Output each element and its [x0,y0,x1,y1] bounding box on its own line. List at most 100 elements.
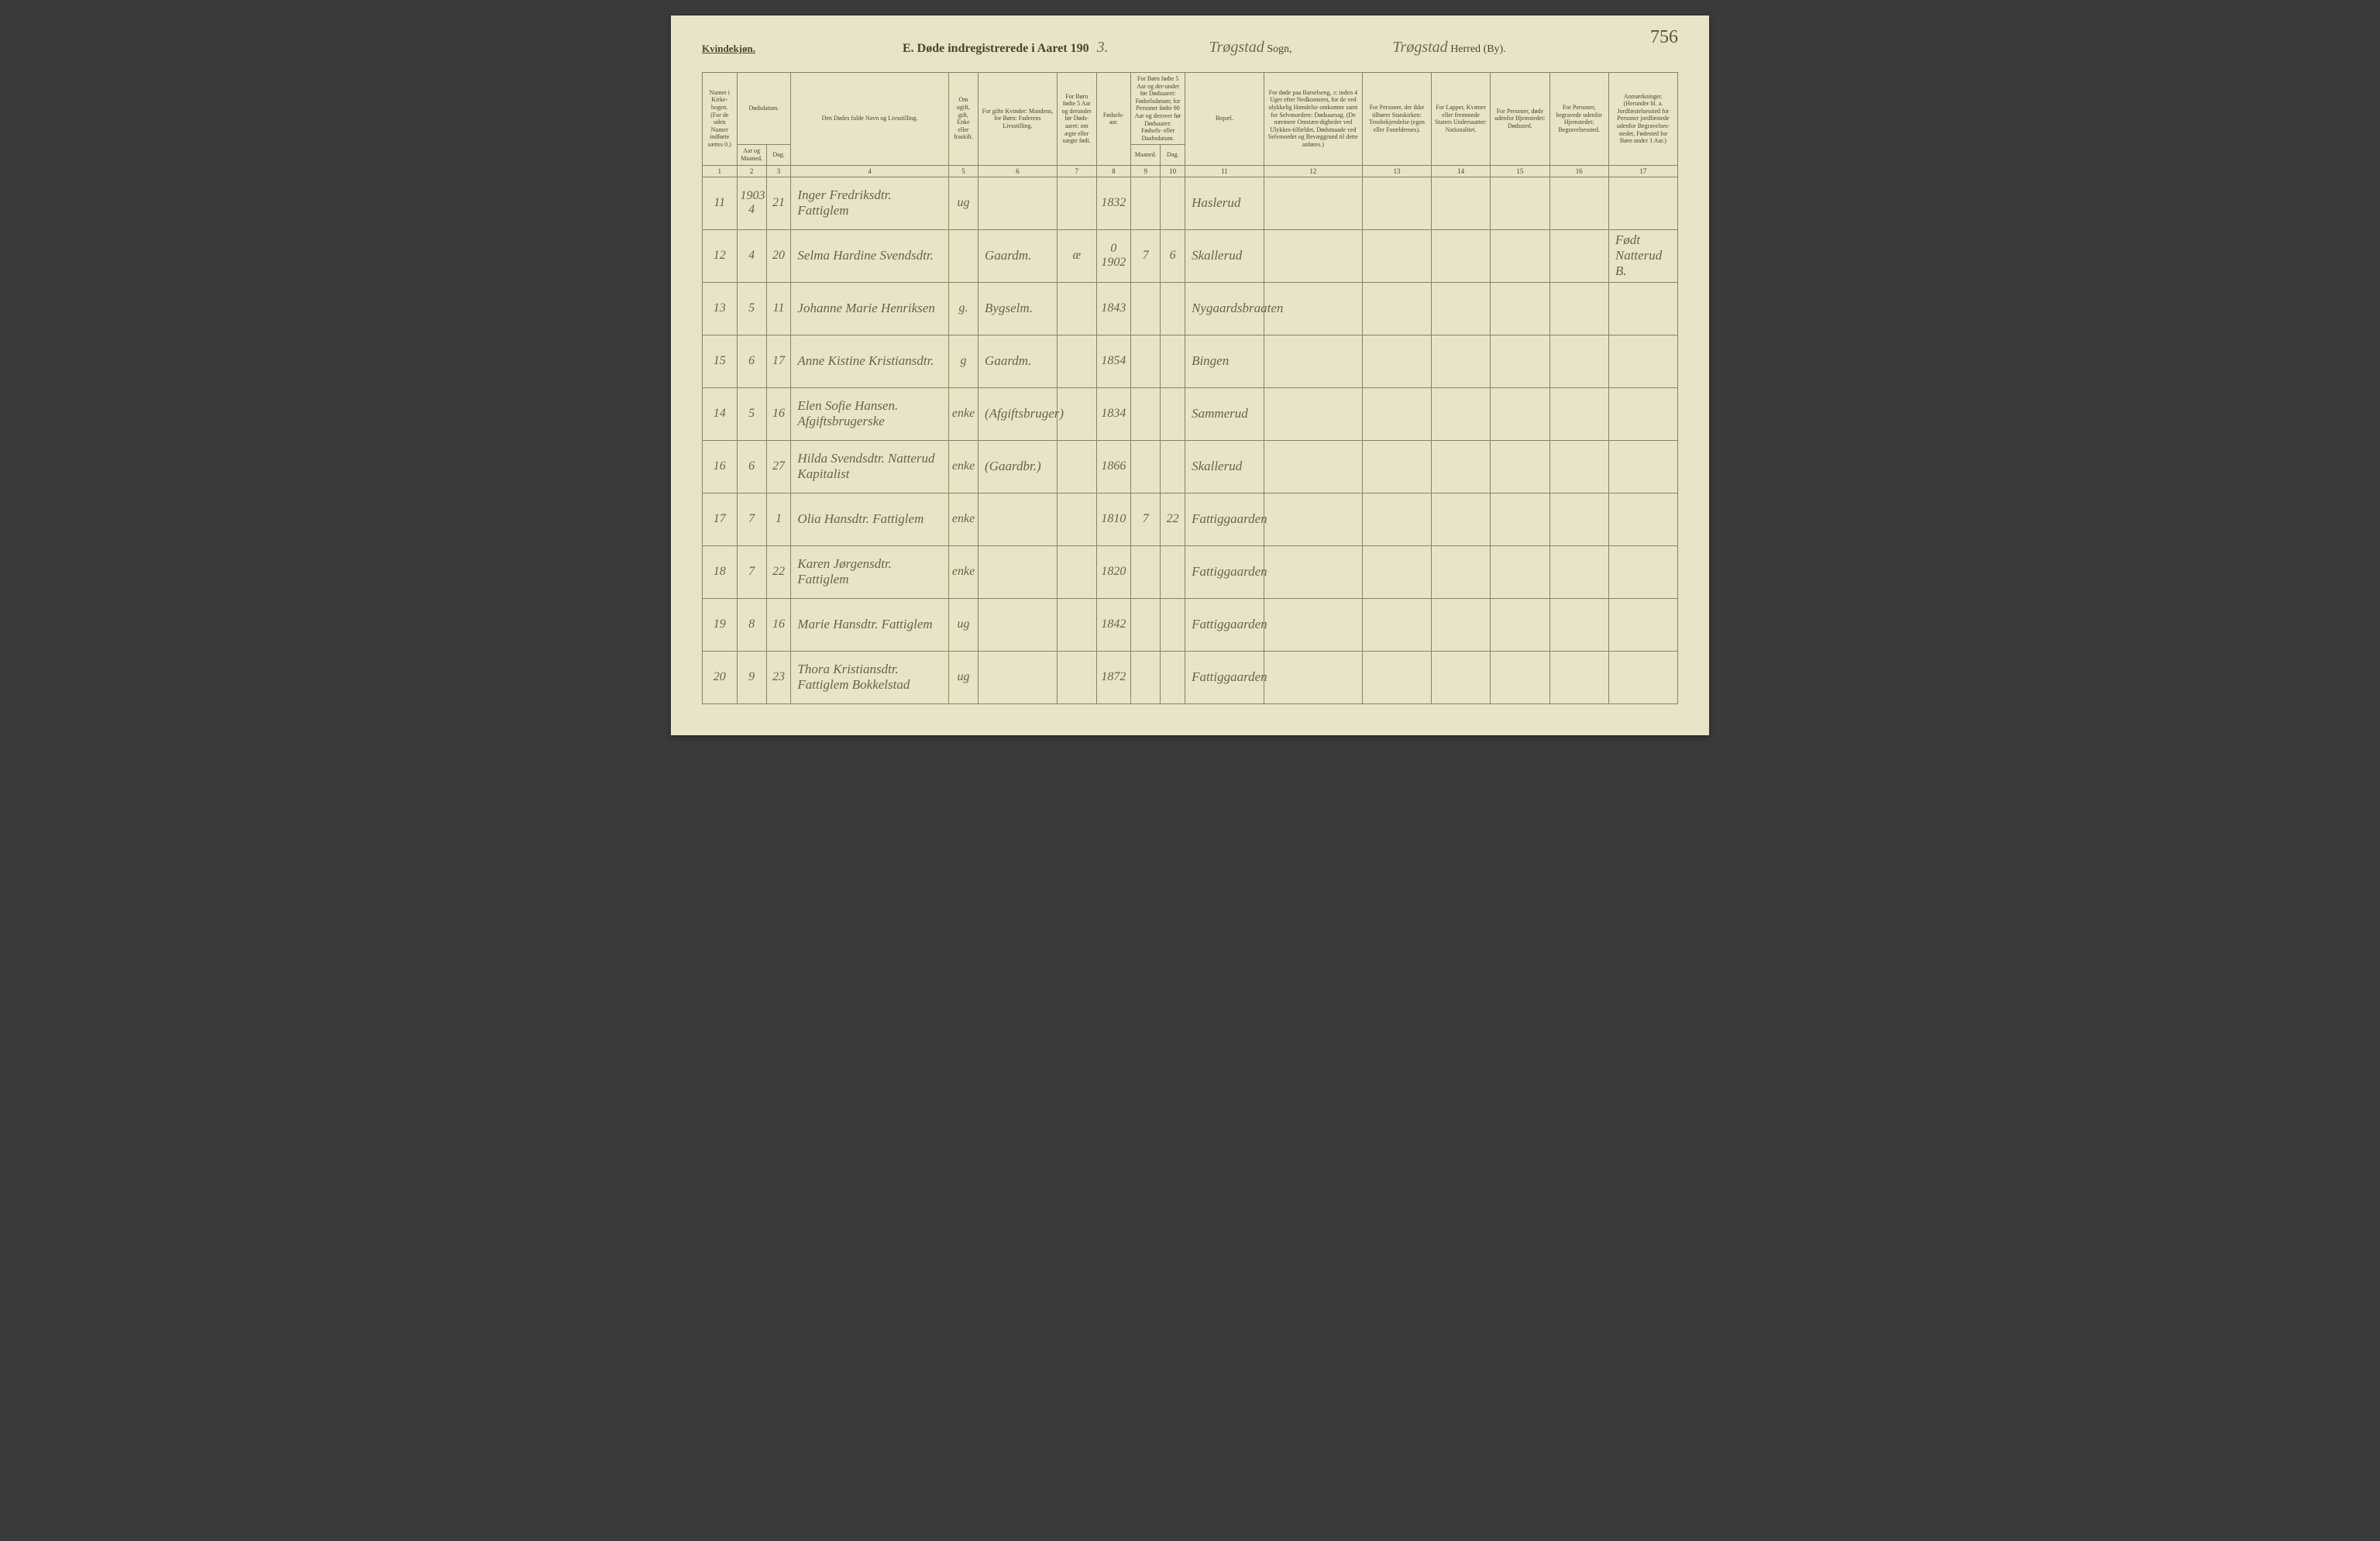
cell-yr: 8 [737,598,766,651]
cell-dag [1161,387,1185,440]
cell-aegte [1057,651,1096,703]
cell-n: 11 [703,177,738,229]
colnum: 11 [1185,165,1264,177]
cell-bopael: Skallerud [1185,440,1264,493]
cell-aegte: æ [1057,229,1096,282]
table-row: 18722Karen Jørgensdtr. Fattiglemenke1820… [703,545,1678,598]
cell-aegte [1057,335,1096,387]
table-row: 12420Selma Hardine Svendsdtr.Gaardm.æ0 1… [703,229,1678,282]
cell-stat: g [948,335,978,387]
cell-c13 [1362,545,1431,598]
colnum: 4 [791,165,948,177]
cell-m [1131,387,1161,440]
cell-name: Olia Hansdtr. Fattiglem [791,493,948,545]
col-header-16: For Personer, begravede udenfor Hjemsted… [1549,73,1608,166]
cell-m: 7 [1131,493,1161,545]
death-register-table: Numer i Kirke-bogen. (For de uden Numer … [702,72,1678,704]
cell-yr: 9 [737,651,766,703]
cell-n: 16 [703,440,738,493]
cell-d: 27 [766,440,791,493]
cell-m [1131,651,1161,703]
cell-n: 17 [703,493,738,545]
cell-c13 [1362,282,1431,335]
cell-m [1131,177,1161,229]
cell-c16 [1549,177,1608,229]
colnum: 1 [703,165,738,177]
cell-c14 [1431,335,1490,387]
cell-yr: 6 [737,335,766,387]
cell-faar: 1834 [1096,387,1131,440]
colnum: 13 [1362,165,1431,177]
cell-c13 [1362,335,1431,387]
cell-c14 [1431,493,1490,545]
title-prefix: E. Døde indregistrerede i Aaret 190 [903,42,1089,56]
cell-m [1131,440,1161,493]
cell-c16 [1549,598,1608,651]
cell-bopael: Skallerud [1185,229,1264,282]
table-row: 15617Anne Kistine Kristiansdtr.gGaardm.1… [703,335,1678,387]
table-row: 1771Olia Hansdtr. Fattiglemenke1810722Fa… [703,493,1678,545]
colnum: 8 [1096,165,1131,177]
gender-label: Kvindekjøn. [702,43,755,55]
cell-fader: (Gaardbr.) [978,440,1058,493]
cell-c15 [1491,335,1549,387]
cell-fader [978,177,1058,229]
cell-d: 11 [766,282,791,335]
table-body: 111903 421Inger Fredriksdtr. Fattiglemug… [703,177,1678,703]
cell-stat: ug [948,598,978,651]
table-header: Numer i Kirke-bogen. (For de uden Numer … [703,73,1678,177]
cell-c12 [1264,651,1362,703]
colnum: 3 [766,165,791,177]
cell-m [1131,545,1161,598]
column-number-row: 1 2 3 4 5 6 7 8 9 10 11 12 13 14 15 16 1… [703,165,1678,177]
col-header-2-sub2: Dag. [766,145,791,165]
cell-c14 [1431,440,1490,493]
cell-c17 [1608,387,1677,440]
col-header-11: Bopæl. [1185,73,1264,166]
cell-d: 23 [766,651,791,703]
cell-c12 [1264,229,1362,282]
cell-name: Thora Kristiansdtr. Fattiglem Bokkelstad [791,651,948,703]
col-header-17: Anmærkninger. (Herunder bl. a. Jordfæste… [1608,73,1677,166]
cell-faar: 1843 [1096,282,1131,335]
cell-c14 [1431,651,1490,703]
cell-fader: Gaardm. [978,335,1058,387]
cell-name: Hilda Svendsdtr. Natterud Kapitalist [791,440,948,493]
sogn-group: Trøgstad Sogn, [1209,39,1292,57]
cell-c16 [1549,387,1608,440]
cell-c15 [1491,282,1549,335]
cell-aegte [1057,282,1096,335]
cell-c17 [1608,440,1677,493]
cell-yr: 5 [737,387,766,440]
cell-dag [1161,335,1185,387]
col-header-2-main: Dødsdatum. [737,73,791,145]
colnum: 16 [1549,165,1608,177]
cell-name: Elen Sofie Hansen. Afgiftsbrugerske [791,387,948,440]
cell-c12 [1264,440,1362,493]
cell-name: Selma Hardine Svendsdtr. [791,229,948,282]
cell-c13 [1362,440,1431,493]
cell-dag [1161,282,1185,335]
cell-c14 [1431,282,1490,335]
colnum: 10 [1161,165,1185,177]
cell-dag [1161,545,1185,598]
cell-c16 [1549,335,1608,387]
cell-name: Anne Kistine Kristiansdtr. [791,335,948,387]
cell-aegte [1057,493,1096,545]
cell-c12 [1264,177,1362,229]
cell-c14 [1431,598,1490,651]
cell-stat: enke [948,440,978,493]
table-row: 19816Marie Hansdtr. Fattiglemug1842Fatti… [703,598,1678,651]
herred-label: Herred (By). [1450,43,1506,55]
cell-fader: Bygselm. [978,282,1058,335]
cell-bopael: Fattiggaarden [1185,493,1264,545]
colnum: 14 [1431,165,1490,177]
cell-faar: 1866 [1096,440,1131,493]
cell-c14 [1431,545,1490,598]
cell-c15 [1491,229,1549,282]
cell-n: 19 [703,598,738,651]
cell-name: Johanne Marie Henriksen [791,282,948,335]
cell-n: 12 [703,229,738,282]
cell-aegte [1057,598,1096,651]
cell-n: 14 [703,387,738,440]
